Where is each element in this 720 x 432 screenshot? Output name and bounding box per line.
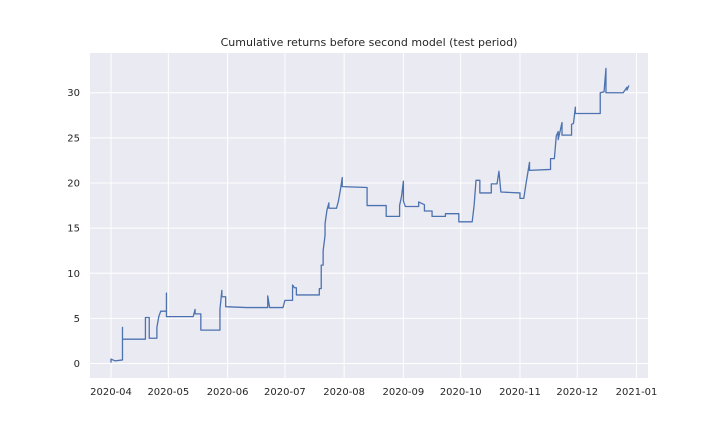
x-tick-label: 2020-07: [264, 387, 306, 398]
y-tick-label: 0: [74, 359, 80, 370]
y-tick-label: 5: [74, 314, 80, 325]
y-tick-label: 25: [67, 133, 80, 144]
x-tick-label: 2020-08: [323, 387, 365, 398]
x-tick-label: 2020-04: [90, 387, 132, 398]
y-tick-label: 30: [67, 88, 80, 99]
y-tick-label: 10: [67, 269, 80, 280]
y-tick-label: 20: [67, 179, 80, 190]
plot-background: [90, 53, 648, 378]
x-tick-label: 2020-12: [556, 387, 598, 398]
grid-layer: [90, 53, 648, 378]
x-tick-label: 2020-05: [147, 387, 189, 398]
chart-title: Cumulative returns before second model (…: [221, 36, 518, 49]
tick-layer: 2020-04 2020-05 2020-06 2020-07 2020-08 2020-…: [67, 88, 657, 398]
x-tick-label: 2020-10: [440, 387, 482, 398]
x-tick-label: 2020-11: [499, 387, 541, 398]
series-layer: [110, 67, 630, 363]
x-tick-label: 2020-09: [382, 387, 424, 398]
y-tick-label: 15: [67, 224, 80, 235]
x-tick-label: 2020-06: [207, 387, 249, 398]
series-line: [110, 67, 630, 363]
x-tick-label: 2021-01: [616, 387, 658, 398]
